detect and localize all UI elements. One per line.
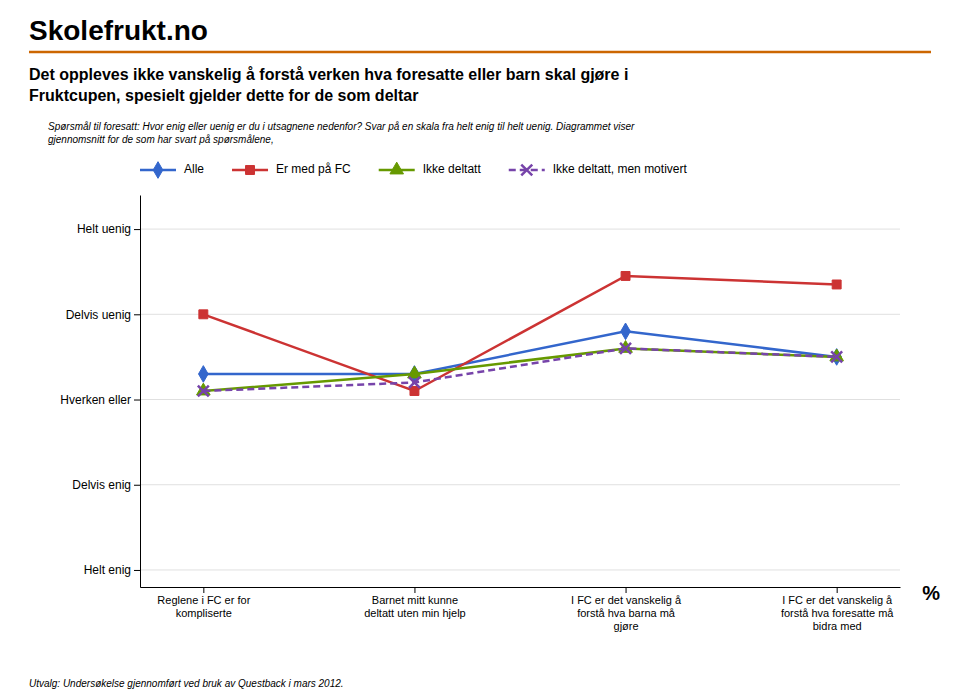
y-tick: Delvis uenig xyxy=(66,308,140,322)
legend-item: Alle xyxy=(140,162,204,179)
title-line: Fruktcupen, spesielt gjelder dette for d… xyxy=(29,87,418,104)
footer: Utvalg: Undersøkelse gjennomført ved bru… xyxy=(29,678,344,689)
series-line xyxy=(203,276,836,391)
x-tick-label-line: Reglene i FC er for xyxy=(157,594,250,606)
x-tick-label-line: forstå hva barna må xyxy=(577,607,676,619)
y-tick: Helt enig xyxy=(84,563,140,577)
marker xyxy=(199,366,209,383)
legend-item: Er med på FC xyxy=(232,162,351,176)
legend-item: Ikke deltatt xyxy=(379,162,482,176)
subtitle-line: Spørsmål til foresatt: Hvor enig eller u… xyxy=(48,121,635,132)
x-tick-mark xyxy=(626,587,627,593)
x-tick-label-line: kompliserte xyxy=(176,607,232,619)
header-rule xyxy=(29,51,931,54)
series xyxy=(199,271,841,395)
marker xyxy=(410,387,419,396)
y-tick-label: Hverken eller xyxy=(60,393,131,407)
x-tick: Barnet mitt kunnedeltatt uten min hjelp xyxy=(364,587,466,619)
y-tick-mark xyxy=(134,400,140,401)
legend-item: Ikke deltatt, men motivert xyxy=(509,162,688,176)
x-tick-label-line: I FC er det vanskelig å xyxy=(782,594,893,606)
x-tick-label-line: gjøre xyxy=(614,620,639,632)
legend: Alle Er med på FC Ikke deltatt Ikke deltatt… xyxy=(140,162,687,179)
x-tick-label: Reglene i FC er forkompliserte xyxy=(157,594,250,619)
legend-label: Ikke deltatt xyxy=(423,162,482,176)
x-tick: Reglene i FC er forkompliserte xyxy=(157,587,250,619)
y-tick-label: Helt enig xyxy=(84,563,131,577)
chart-container: Skolefrukt.no Det oppleves ikke vanskelig… xyxy=(0,0,960,697)
grid-line xyxy=(140,399,900,400)
x-tick-label: Barnet mitt kunnedeltatt uten min hjelp xyxy=(364,594,466,619)
legend-swatch-marker xyxy=(390,162,404,174)
annotation: % xyxy=(922,582,940,604)
marker xyxy=(832,280,841,289)
y-tick-mark xyxy=(134,314,140,315)
marker xyxy=(408,366,422,378)
y-tick-label: Delvis uenig xyxy=(66,308,131,322)
legend-label: Alle xyxy=(184,162,204,176)
x-tick-label-line: forstå hva foresatte må xyxy=(781,607,894,619)
plot: Helt enig Delvis enig Hverken eller Delvis … xyxy=(60,196,900,633)
x-tick-label-line: I FC er det vanskelig å xyxy=(571,594,682,606)
marker xyxy=(198,386,209,397)
grid-line xyxy=(140,314,900,315)
marker xyxy=(621,271,630,280)
marks xyxy=(197,271,844,396)
x-tick-mark xyxy=(414,587,415,593)
y-tick: Helt uenig xyxy=(77,222,140,236)
marker xyxy=(621,323,631,340)
title-line: Det oppleves ikke vanskelig å forstå ver… xyxy=(29,66,628,83)
legend-swatch-marker xyxy=(153,162,163,179)
marks-inner xyxy=(197,271,844,396)
x-tick: I FC er det vanskelig åforstå hva barna … xyxy=(571,587,682,632)
grid-line xyxy=(140,229,900,230)
legend-swatch-marker xyxy=(521,165,532,176)
y-axis-line xyxy=(140,196,141,588)
x-tick: I FC er det vanskelig åforstå hva foresa… xyxy=(781,587,894,632)
marker xyxy=(199,310,208,319)
chart: Skolefrukt.no Det oppleves ikke vanskelig… xyxy=(0,0,960,697)
marker xyxy=(831,351,842,362)
y-tick-mark xyxy=(134,570,140,571)
header: Skolefrukt.no xyxy=(29,15,208,46)
legend-swatch-marker xyxy=(246,166,255,175)
marker xyxy=(620,343,631,354)
series-line xyxy=(203,348,836,391)
y-tick-mark xyxy=(134,229,140,230)
grid-line xyxy=(140,484,900,485)
title: Det oppleves ikke vanskelig å forstå ver… xyxy=(29,66,628,104)
y-tick-label: Helt uenig xyxy=(77,222,131,236)
x-axis-line xyxy=(141,587,901,588)
marker xyxy=(409,377,420,388)
x-axis: Reglene i FC er forkompliserte Barnet mit… xyxy=(141,587,901,632)
series xyxy=(198,343,842,397)
x-tick-label-line: deltatt uten min hjelp xyxy=(364,607,466,619)
series-line xyxy=(203,348,836,391)
x-tick-label-line: bidra med xyxy=(813,620,862,632)
y-axis: Helt enig Delvis enig Hverken eller Delvis … xyxy=(60,196,140,588)
x-tick-mark xyxy=(837,587,838,593)
y-tick: Hverken eller xyxy=(60,393,140,407)
legend-label: Ikke deltatt, men motivert xyxy=(553,162,688,176)
series xyxy=(197,341,844,395)
grid xyxy=(140,229,900,570)
subtitle-line: gjennomsnitt for de som har svart på spø… xyxy=(48,134,274,145)
subtitle: Spørsmål til foresatt: Hvor enig eller u… xyxy=(48,121,635,145)
y-tick-mark xyxy=(134,485,140,486)
x-tick-label-line: Barnet mitt kunne xyxy=(372,594,458,606)
x-tick-label: I FC er det vanskelig åforstå hva barna … xyxy=(571,594,682,632)
y-tick-label: Delvis enig xyxy=(72,478,131,492)
x-tick-mark xyxy=(203,587,204,593)
x-tick-label: I FC er det vanskelig åforstå hva foresa… xyxy=(781,594,894,632)
y-tick: Delvis enig xyxy=(72,478,140,492)
legend-label: Er med på FC xyxy=(276,162,351,176)
grid-line xyxy=(140,569,900,570)
